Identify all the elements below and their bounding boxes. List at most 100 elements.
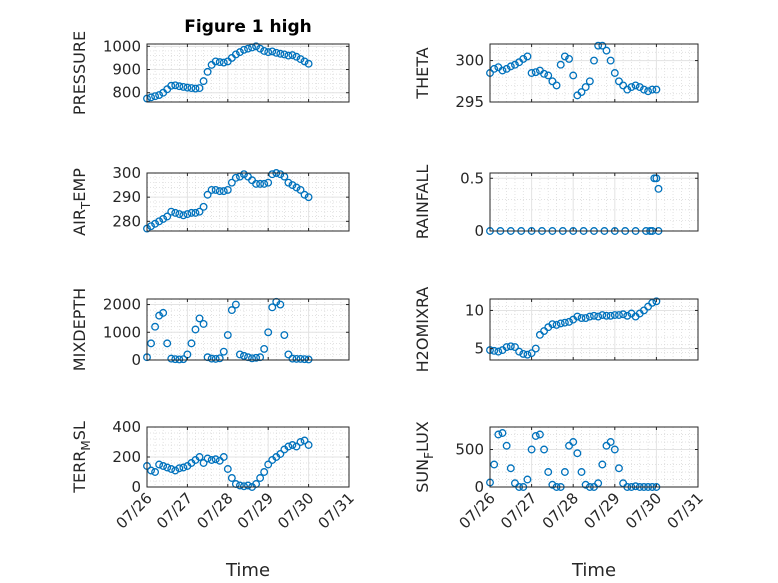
data-point [511,343,519,351]
y-tick-label: 300 [112,164,141,182]
data-point [195,207,204,216]
chart-title: Figure 1 high [184,17,312,37]
data-point [179,211,188,220]
data-point [244,44,252,53]
data-point [598,41,607,50]
data-point [191,325,200,334]
data-point [207,354,216,363]
data-point [639,85,648,94]
data-point [556,319,565,328]
y-axis-label: SUNFLUX [413,421,436,493]
data-point [581,314,590,323]
series-mixdepth [143,297,313,364]
data-point [619,81,628,90]
data-point [304,441,313,449]
data-point [155,460,164,469]
data-point [552,81,561,90]
data-point [304,59,313,68]
data-point [548,480,557,489]
plot-area [490,427,698,487]
data-point [498,66,507,75]
x-tick-label: 07/27 [497,489,540,532]
data-point [211,57,220,66]
data-point [523,52,532,61]
axes-box [146,43,350,103]
x-tick-label: 07/31 [315,489,358,532]
data-point [590,56,598,65]
data-point [284,350,293,359]
data-point [565,317,573,326]
data-point [506,342,515,351]
data-point [280,50,289,59]
data-point [292,52,301,61]
y-tick-label: 0 [474,222,484,240]
data-point [610,69,619,77]
data-point [544,468,553,476]
series-air_temp [143,169,313,233]
data-point [207,456,216,464]
data-point [203,190,212,199]
data-point [191,208,200,217]
data-point [502,441,511,450]
data-point [560,52,569,61]
data-point [300,190,309,199]
data-point [527,69,536,77]
data-point [264,328,273,337]
data-point [296,354,305,363]
data-point [284,442,293,451]
y-tick-label: 280 [112,212,141,230]
data-point [631,81,640,90]
data-point [615,311,623,319]
subplot-terr_msl: 07/2607/2707/2807/2907/3007/310200400TER… [70,418,358,581]
data-point [623,311,632,320]
data-point [494,347,503,356]
data-point [276,170,285,179]
data-point [179,82,188,91]
data-point [223,465,232,473]
data-point [240,482,248,491]
series-theta [486,41,661,100]
data-point [199,202,208,211]
subplot-sun_flux: 07/2607/2707/2807/2907/3007/310500SUNFLU… [413,421,707,581]
y-axis-label: MIXDEPTH [70,288,89,371]
x-tick-label: 07/29 [234,489,277,532]
data-point [163,339,172,348]
minor-grid [490,427,698,487]
data-point [167,207,176,216]
y-axis-label: H2OMIXRA [413,287,432,373]
data-point [296,55,305,64]
data-point [219,187,228,196]
data-point [147,93,155,102]
data-point [199,320,208,328]
subplot-mixdepth: 0 1000 2000 MIXDEPTH [70,288,350,371]
y-tick-label: 0.5 [460,169,484,187]
data-point [147,466,155,475]
data-point [147,339,155,348]
data-point [159,462,168,470]
data-point [598,460,607,469]
data-point [240,351,248,360]
data-point [288,181,297,190]
x-tick-label: 07/29 [580,489,623,532]
x-tick-label: 07/27 [153,489,196,532]
x-tick-label: 07/31 [664,489,707,532]
data-point [215,354,224,363]
data-point [644,87,653,96]
data-point [498,429,507,437]
data-point [540,69,549,78]
y-tick-label: 10 [465,301,484,319]
data-point [268,170,277,179]
subplot-theta: 295 300 THETA [413,41,699,111]
data-point [207,185,216,194]
data-point [623,85,632,94]
data-point [235,481,244,490]
data-point [531,68,540,77]
data-point [515,347,524,356]
data-point [535,430,544,439]
data-point [652,297,661,306]
data-point [260,468,269,476]
data-point [619,310,628,319]
data-point [648,298,657,307]
y-tick-label: 300 [455,52,484,70]
data-point [598,311,607,319]
